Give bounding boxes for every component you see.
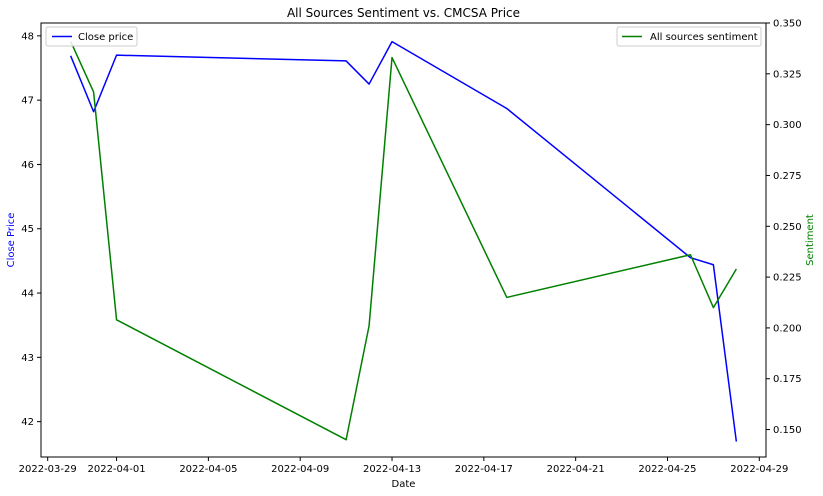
y-right-tick-label-7: 0.325 xyxy=(773,69,802,80)
x-tick-label-1: 2022-04-01 xyxy=(87,464,145,475)
y-left-tick-label-0: 42 xyxy=(21,417,34,428)
y-left-tick-label-5: 47 xyxy=(21,96,34,107)
legend-right-label: All sources sentiment xyxy=(650,32,758,43)
x-tick-label-7: 2022-04-25 xyxy=(638,464,696,475)
y-axis-left-label: Close Price xyxy=(6,213,17,268)
x-tick-label-8: 2022-04-29 xyxy=(730,464,788,475)
y-right-tick-label-8: 0.350 xyxy=(773,19,802,30)
series-line-0 xyxy=(69,40,738,442)
legend-right-box xyxy=(616,26,762,47)
x-tick-label-6: 2022-04-21 xyxy=(547,464,605,475)
x-tick-label-2: 2022-04-05 xyxy=(179,464,237,475)
y-right-tick-label-1: 0.175 xyxy=(773,374,802,385)
y-left-tick-label-6: 48 xyxy=(21,31,34,42)
legend-sentiment: All sources sentiment xyxy=(616,26,762,47)
x-tick-label-0: 2022-03-29 xyxy=(19,464,77,475)
y-right-tick-label-2: 0.200 xyxy=(773,323,802,334)
legend-left-label: Close price xyxy=(78,32,133,43)
y-right-tick-label-4: 0.250 xyxy=(773,222,802,233)
y-right-tick-label-0: 0.150 xyxy=(773,425,802,436)
x-tick-label-5: 2022-04-17 xyxy=(455,464,513,475)
y-left-tick-label-2: 44 xyxy=(21,289,34,300)
y-right-tick-label-3: 0.225 xyxy=(773,273,802,284)
legend-left-box xyxy=(45,26,138,47)
series-line-1 xyxy=(69,40,737,441)
y-left-tick-label-4: 46 xyxy=(21,160,34,171)
y-right-tick-label-5: 0.275 xyxy=(773,171,802,182)
y-right-tick-label-6: 0.300 xyxy=(773,120,802,131)
x-tick-label-3: 2022-04-09 xyxy=(271,464,329,475)
x-tick-label-4: 2022-04-13 xyxy=(363,464,421,475)
y-left-tick-label-3: 45 xyxy=(21,224,34,235)
y-axis-right-label: Sentiment xyxy=(805,214,816,266)
y-left-tick-label-1: 43 xyxy=(21,353,34,364)
chart-title: All Sources Sentiment vs. CMCSA Price xyxy=(287,6,520,20)
x-axis-label: Date xyxy=(392,479,416,490)
axes-frame xyxy=(40,22,767,458)
plot-layer: 2022-03-29 2022-04-01 2022-04-05 2022-04-09… xyxy=(19,19,802,476)
legend-close-price: Close price xyxy=(45,26,138,47)
